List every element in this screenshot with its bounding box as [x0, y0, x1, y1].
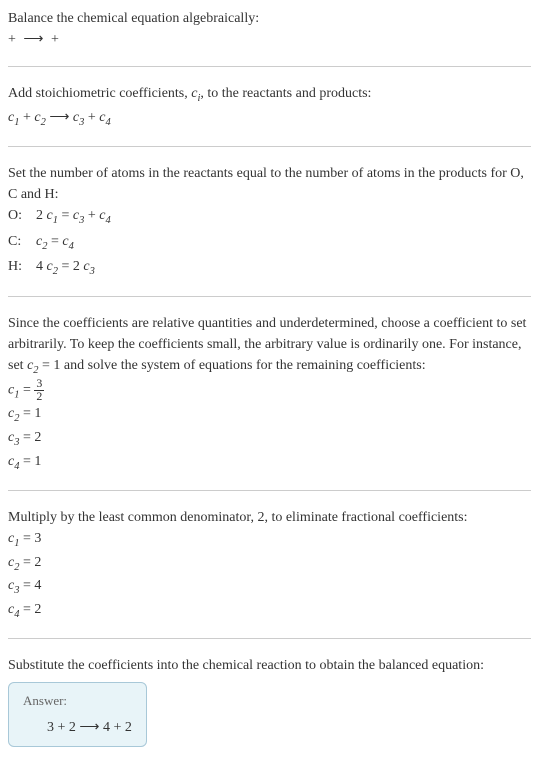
solve-text: Since the coefficients are relative quan…: [8, 313, 531, 379]
atoms-section: Set the number of atoms in the reactants…: [8, 163, 531, 280]
solve-r3-val: = 2: [19, 430, 41, 445]
divider: [8, 490, 531, 491]
atoms-c-eq: c2 = c4: [36, 231, 74, 255]
intro-left: +: [8, 32, 19, 47]
solve-text-2: = 1 and solve the system of equations fo…: [39, 358, 426, 373]
intro-reaction: + ⟶ +: [8, 29, 531, 50]
stoich-plus1: +: [19, 110, 34, 125]
intro-arrow: ⟶: [23, 32, 43, 47]
solve-r1-eq: =: [19, 383, 34, 398]
multiply-r3-val: = 4: [19, 578, 41, 593]
stoich-text: Add stoichiometric coefficients, ci, to …: [8, 83, 531, 107]
atoms-o-pre: 2: [36, 208, 47, 223]
divider: [8, 66, 531, 67]
solve-section: Since the coefficients are relative quan…: [8, 313, 531, 474]
multiply-r2: c2 = 2: [8, 552, 531, 576]
atoms-h-eq: 4 c2 = 2 c3: [36, 256, 95, 280]
atoms-o-label: O:: [8, 205, 36, 226]
atoms-c-row: C: c2 = c4: [8, 231, 531, 255]
multiply-r4-val: = 2: [19, 602, 41, 617]
multiply-r4: c4 = 2: [8, 599, 531, 623]
solve-r1: c1 = 32: [8, 378, 531, 403]
atoms-text: Set the number of atoms in the reactants…: [8, 163, 531, 205]
intro-line1: Balance the chemical equation algebraica…: [8, 8, 531, 29]
stoich-text-1: Add stoichiometric coefficients,: [8, 86, 191, 101]
stoich-c4-sub: 4: [106, 116, 111, 127]
atoms-o-c4-sub: 4: [105, 215, 110, 226]
answer-equation: 3 + 2 ⟶ 4 + 2: [23, 717, 132, 738]
divider: [8, 296, 531, 297]
intro-section: Balance the chemical equation algebraica…: [8, 8, 531, 50]
atoms-o-row: O: 2 c1 = c3 + c4: [8, 205, 531, 229]
atoms-o-eq: 2 c1 = c3 + c4: [36, 205, 111, 229]
answer-label: Answer:: [23, 691, 132, 711]
atoms-c-mid: =: [47, 234, 62, 249]
multiply-r1-val: = 3: [19, 531, 41, 546]
final-section: Substitute the coefficients into the che…: [8, 655, 531, 747]
stoich-plus2: +: [84, 110, 99, 125]
stoich-text-2: , to the reactants and products:: [200, 86, 371, 101]
atoms-h-label: H:: [8, 256, 36, 277]
stoich-section: Add stoichiometric coefficients, ci, to …: [8, 83, 531, 130]
atoms-o-mid: =: [58, 208, 73, 223]
multiply-r3: c3 = 4: [8, 575, 531, 599]
atoms-c-c4-sub: 4: [69, 240, 74, 251]
atoms-h-c3-sub: 3: [90, 266, 95, 277]
solve-r1-den: 2: [34, 391, 44, 403]
solve-r4-val: = 1: [19, 454, 41, 469]
stoich-arrow: ⟶: [46, 110, 73, 125]
solve-r2: c2 = 1: [8, 403, 531, 427]
atoms-h-mid: = 2: [58, 259, 83, 274]
answer-box: Answer: 3 + 2 ⟶ 4 + 2: [8, 682, 147, 747]
solve-r3: c3 = 2: [8, 427, 531, 451]
multiply-r2-val: = 2: [19, 555, 41, 570]
atoms-o-plus: +: [84, 208, 99, 223]
multiply-text: Multiply by the least common denominator…: [8, 507, 531, 528]
solve-r1-frac: 32: [34, 378, 44, 403]
multiply-section: Multiply by the least common denominator…: [8, 507, 531, 622]
atoms-h-pre: 4: [36, 259, 47, 274]
intro-right: +: [51, 32, 59, 47]
atoms-h-row: H: 4 c2 = 2 c3: [8, 256, 531, 280]
divider: [8, 146, 531, 147]
final-text: Substitute the coefficients into the che…: [8, 655, 531, 676]
multiply-r1: c1 = 3: [8, 528, 531, 552]
stoich-eq: c1 + c2 ⟶ c3 + c4: [8, 107, 531, 131]
document-content: Balance the chemical equation algebraica…: [8, 8, 531, 747]
solve-r2-val: = 1: [19, 406, 41, 421]
atoms-c-label: C:: [8, 231, 36, 252]
solve-r4: c4 = 1: [8, 451, 531, 475]
divider: [8, 638, 531, 639]
